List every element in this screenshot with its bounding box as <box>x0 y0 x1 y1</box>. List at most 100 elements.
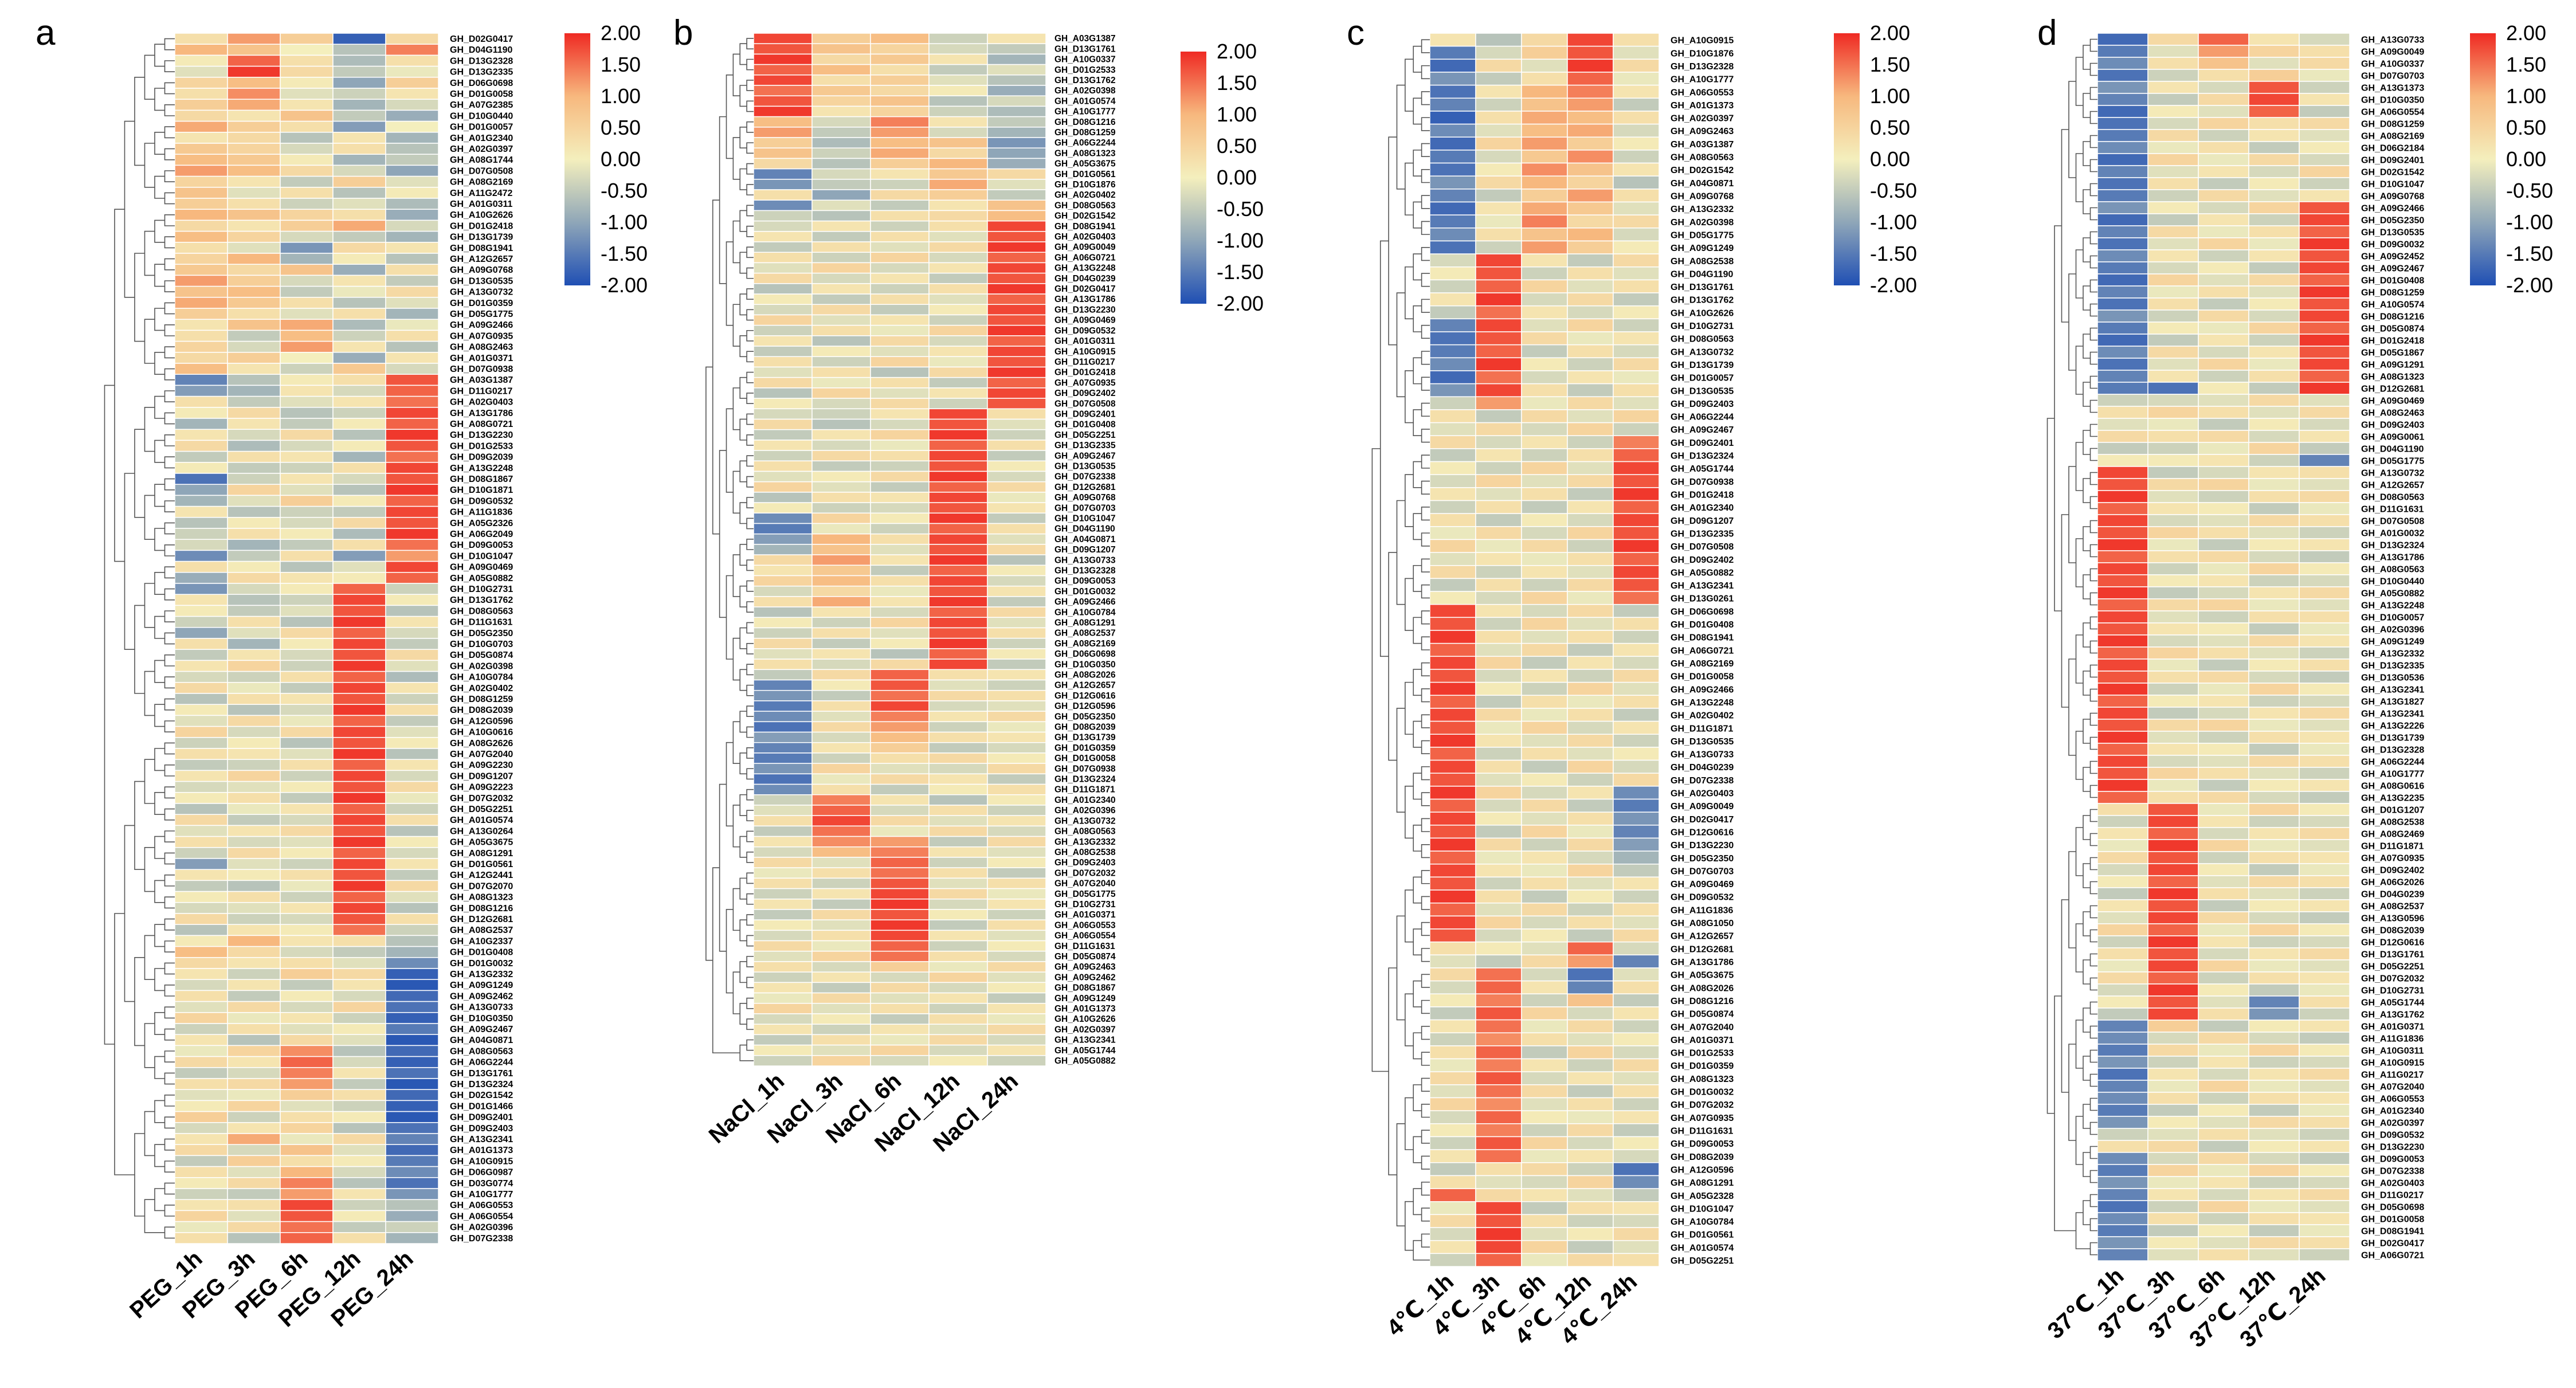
dendrogram-branch <box>1421 1026 1430 1040</box>
heatmap-cell <box>2299 81 2350 94</box>
heatmap-cell <box>1613 539 1660 553</box>
heatmap-cell <box>2299 995 2350 1009</box>
heatmap-cell <box>2299 839 2350 852</box>
heatmap-cell <box>1521 603 1568 618</box>
heatmap-cell <box>753 470 813 483</box>
heatmap-cell <box>1567 383 1614 398</box>
row-label: GH_A06G0721 <box>2361 1250 2424 1260</box>
heatmap-cell <box>227 88 281 100</box>
heatmap-cell <box>2198 526 2249 539</box>
heatmap-cell <box>2097 574 2148 587</box>
heatmap-cell <box>227 803 281 815</box>
heatmap-cell <box>811 231 871 242</box>
heatmap-cell <box>1521 759 1568 774</box>
heatmap-cell <box>385 219 439 232</box>
heatmap-cell <box>1429 331 1476 346</box>
row-label: GH_A01G2340 <box>450 134 513 143</box>
heatmap-cell <box>2147 478 2199 491</box>
heatmap-cell <box>227 759 281 771</box>
heatmap-cell <box>2248 1176 2300 1189</box>
dendrogram-branch <box>746 142 754 154</box>
row-label: GH_D05G0698 <box>2361 1202 2424 1212</box>
heatmap-cell <box>280 825 334 837</box>
heatmap-cell <box>870 346 930 358</box>
row-label: GH_A02G0397 <box>450 144 513 154</box>
heatmap-cell <box>1475 1136 1522 1150</box>
row-label: GH_D11G1871 <box>1054 785 1115 795</box>
heatmap-cell <box>2147 141 2199 154</box>
heatmap-cell <box>2299 45 2350 58</box>
heatmap-cell <box>1521 1175 1568 1189</box>
row-label: GH_A08G1323 <box>1671 1075 1734 1084</box>
heatmap-cell <box>928 857 988 868</box>
heatmap-cell <box>1475 578 1522 592</box>
heatmap-cell <box>2097 839 2148 852</box>
heatmap-cell <box>385 164 439 177</box>
heatmap-cell <box>2147 502 2199 515</box>
dendrogram-branch <box>746 789 754 801</box>
dendrogram-branch <box>2089 881 2097 895</box>
heatmap-cell <box>1475 695 1522 709</box>
heatmap-cell <box>385 340 439 353</box>
heatmap-cell <box>1475 162 1522 177</box>
dendrogram-branch <box>746 455 754 467</box>
heatmap-cell <box>1521 1019 1568 1034</box>
row-label: GH_A09G2230 <box>450 760 513 770</box>
heatmap-cell <box>928 33 988 44</box>
heatmap-cell <box>2299 478 2350 491</box>
heatmap-cell <box>1613 759 1660 774</box>
row-label: GH_A08G2537 <box>2361 901 2424 911</box>
row-label: GH_A13G0733 <box>1054 555 1116 565</box>
heatmap-cell <box>1567 409 1614 424</box>
heatmap-cell <box>928 533 988 545</box>
dendrogram-branch <box>1421 558 1430 573</box>
heatmap-cell <box>987 147 1046 159</box>
heatmap-cell <box>227 330 281 342</box>
heatmap-cell <box>1613 980 1660 995</box>
row-label: GH_A10G0311 <box>2361 1046 2424 1056</box>
row-label: GH_A13G2248 <box>1671 698 1734 708</box>
dendrogram-branch <box>746 830 754 842</box>
dendrogram-branch <box>154 1144 165 1167</box>
heatmap-cell <box>928 1034 988 1046</box>
dendrogram-branch <box>746 393 754 404</box>
heatmap-cell <box>2147 731 2199 744</box>
heatmap-cell <box>2097 297 2148 311</box>
heatmap-cell <box>811 346 871 358</box>
heatmap-cell <box>1613 448 1660 462</box>
heatmap-cell <box>1429 1110 1476 1124</box>
row-label: GH_A02G0396 <box>450 1223 513 1233</box>
row-label: GH_D13G0261 <box>1671 594 1734 604</box>
heatmap-cell <box>2248 586 2300 599</box>
heatmap-cell <box>2147 658 2199 672</box>
heatmap-cell <box>2299 707 2350 720</box>
dendrogram-branch <box>164 985 175 997</box>
heatmap-cell <box>385 792 439 804</box>
heatmap-cell <box>811 951 871 962</box>
heatmap-cell <box>753 971 813 983</box>
heatmap-cell <box>1613 798 1660 813</box>
dendrogram-branch <box>164 258 175 270</box>
heatmap-cell <box>1567 526 1614 540</box>
heatmap-cell <box>870 596 930 607</box>
heatmap-cell <box>870 241 930 253</box>
dendrogram-branch <box>124 120 135 298</box>
heatmap-cell <box>987 606 1046 618</box>
dendrogram-branch <box>2075 346 2083 395</box>
row-label: GH_A08G2469 <box>2361 829 2424 839</box>
row-label: GH_D12G0596 <box>1054 701 1116 711</box>
heatmap-cell <box>1429 1136 1476 1150</box>
heatmap-cell <box>928 982 988 994</box>
heatmap-cell <box>1429 708 1476 722</box>
dendrogram-branch <box>164 720 175 732</box>
heatmap-cell <box>385 77 439 89</box>
dendrogram-branch <box>746 664 754 676</box>
row-label: GH_D01G0032 <box>1671 1088 1734 1097</box>
heatmap-cell <box>1521 642 1568 657</box>
heatmap-cell <box>280 297 334 309</box>
heatmap-cell <box>870 523 930 535</box>
dendrogram-branch <box>164 434 175 446</box>
heatmap-cell <box>811 137 871 148</box>
dendrogram-branch <box>746 38 754 50</box>
row-label: GH_A08G2026 <box>1671 983 1734 993</box>
